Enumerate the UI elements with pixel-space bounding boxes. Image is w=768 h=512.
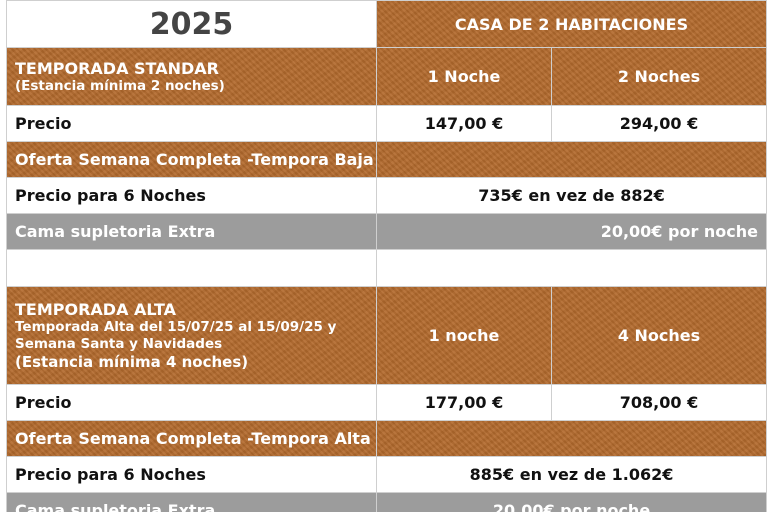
high-six-nights-row: Precio para 6 Noches 885€ en vez de 1.06… <box>6 456 768 493</box>
standard-extra-bed-label: Cama supletoria Extra <box>6 213 377 250</box>
standard-season-header-row: TEMPORADA STANDAR (Estancia mínima 2 noc… <box>6 47 768 106</box>
high-season-dates: Temporada Alta del 15/07/25 al 15/09/25 … <box>15 318 337 335</box>
standard-season-header: TEMPORADA STANDAR (Estancia mínima 2 noc… <box>6 47 377 106</box>
high-extra-bed-label: Cama supletoria Extra <box>6 492 377 512</box>
high-col-1-night: 1 noche <box>376 286 552 385</box>
high-season-minimum-stay: (Estancia mínima 4 noches) <box>15 352 249 371</box>
standard-offer-title: Oferta Semana Completa -Tempora Baja <box>6 141 377 178</box>
standard-six-nights-row: Precio para 6 Noches 735€ en vez de 882€ <box>6 177 768 214</box>
standard-col-2-nights: 2 Noches <box>550 47 768 106</box>
high-extra-bed-value: 20,00€ por noche <box>375 492 768 512</box>
price-table: 2025 CASA DE 2 HABITACIONES TEMPORADA ST… <box>6 0 768 512</box>
spacer-row <box>6 249 768 287</box>
high-season-header-row: TEMPORADA ALTA Temporada Alta del 15/07/… <box>6 286 768 385</box>
high-season-holidays: Semana Santa y Navidades <box>15 335 223 352</box>
standard-col-1-night: 1 Noche <box>376 47 552 106</box>
high-price-row: Precio 177,00 € 708,00 € <box>6 384 768 421</box>
high-season-header: TEMPORADA ALTA Temporada Alta del 15/07/… <box>6 286 377 385</box>
spacer-right <box>375 249 768 287</box>
high-offer-title: Oferta Semana Completa -Tempora Alta <box>6 420 377 457</box>
high-extra-bed-row: Cama supletoria Extra 20,00€ por noche <box>6 492 768 512</box>
standard-extra-bed-row: Cama supletoria Extra 20,00€ por noche <box>6 213 768 250</box>
standard-offer-filler <box>375 141 768 178</box>
standard-extra-bed-value: 20,00€ por noche <box>375 213 768 250</box>
standard-six-nights-value: 735€ en vez de 882€ <box>375 177 768 214</box>
standard-offer-row: Oferta Semana Completa -Tempora Baja <box>6 141 768 178</box>
standard-six-nights-label: Precio para 6 Noches <box>6 177 377 214</box>
house-title: CASA DE 2 HABITACIONES <box>375 0 768 48</box>
high-six-nights-value: 885€ en vez de 1.062€ <box>375 456 768 493</box>
high-col-4-nights: 4 Noches <box>550 286 768 385</box>
standard-season-subtitle: (Estancia mínima 2 noches) <box>15 77 225 94</box>
high-offer-row: Oferta Semana Completa -Tempora Alta <box>6 420 768 457</box>
standard-price-1-night: 147,00 € <box>376 105 552 142</box>
standard-price-row: Precio 147,00 € 294,00 € <box>6 105 768 142</box>
high-offer-filler <box>375 420 768 457</box>
spacer-left <box>6 249 377 287</box>
year-title: 2025 <box>6 0 377 48</box>
standard-price-2-nights: 294,00 € <box>550 105 768 142</box>
standard-price-label: Precio <box>6 105 377 142</box>
standard-season-title: TEMPORADA STANDAR <box>15 58 219 78</box>
high-price-label: Precio <box>6 384 377 421</box>
high-season-title: TEMPORADA ALTA <box>15 299 177 319</box>
high-six-nights-label: Precio para 6 Noches <box>6 456 377 493</box>
high-price-1-night: 177,00 € <box>376 384 552 421</box>
header-row: 2025 CASA DE 2 HABITACIONES <box>6 0 768 48</box>
high-price-4-nights: 708,00 € <box>550 384 768 421</box>
